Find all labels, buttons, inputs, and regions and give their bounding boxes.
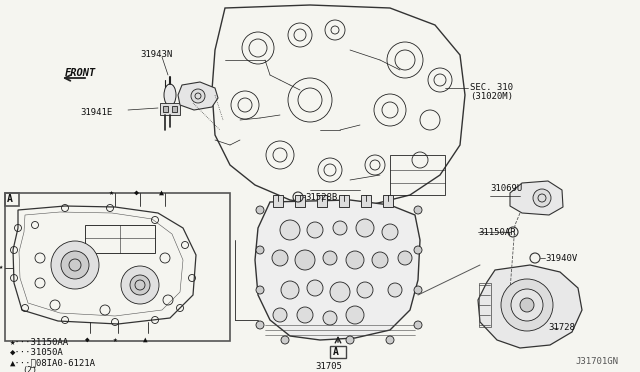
- Circle shape: [281, 336, 289, 344]
- Text: SEC. 310: SEC. 310: [470, 83, 513, 92]
- Bar: [163, 106, 168, 112]
- Circle shape: [501, 279, 553, 331]
- Circle shape: [382, 224, 398, 240]
- Ellipse shape: [164, 84, 176, 106]
- Text: 31940V: 31940V: [545, 254, 577, 263]
- Text: ★: ★: [113, 335, 117, 344]
- Bar: [390, 155, 445, 195]
- Circle shape: [323, 311, 337, 325]
- Circle shape: [280, 220, 300, 240]
- Polygon shape: [178, 82, 218, 110]
- Text: A: A: [7, 194, 13, 204]
- Circle shape: [346, 251, 364, 269]
- Circle shape: [372, 252, 388, 268]
- Circle shape: [323, 251, 337, 265]
- Circle shape: [386, 336, 394, 344]
- Text: 31150AR: 31150AR: [478, 228, 516, 237]
- Circle shape: [414, 286, 422, 294]
- Circle shape: [121, 266, 159, 304]
- Bar: [273, 195, 283, 207]
- Circle shape: [520, 298, 534, 312]
- Circle shape: [272, 250, 288, 266]
- Circle shape: [281, 281, 299, 299]
- Text: ◆: ◆: [84, 335, 90, 344]
- Text: 31943N: 31943N: [140, 50, 172, 59]
- Text: FRONT: FRONT: [65, 68, 96, 78]
- Circle shape: [346, 306, 364, 324]
- Text: ★: ★: [0, 264, 3, 270]
- Circle shape: [414, 321, 422, 329]
- Text: ★···31150AA: ★···31150AA: [10, 338, 69, 347]
- Bar: [383, 195, 393, 207]
- Bar: [172, 106, 177, 112]
- Circle shape: [256, 206, 264, 214]
- Text: ▲: ▲: [159, 188, 163, 197]
- Circle shape: [307, 222, 323, 238]
- Bar: [361, 195, 371, 207]
- Circle shape: [61, 251, 89, 279]
- Bar: [339, 195, 349, 207]
- Text: ★: ★: [109, 188, 113, 197]
- Text: (2): (2): [22, 366, 37, 372]
- Circle shape: [388, 283, 402, 297]
- Bar: [5, 193, 19, 206]
- Circle shape: [330, 282, 350, 302]
- Text: ◆···31050A: ◆···31050A: [10, 348, 64, 357]
- Bar: [330, 346, 346, 358]
- Circle shape: [273, 308, 287, 322]
- Circle shape: [307, 280, 323, 296]
- Circle shape: [414, 246, 422, 254]
- Text: 31069U: 31069U: [490, 184, 522, 193]
- Bar: [160, 103, 180, 115]
- Circle shape: [256, 286, 264, 294]
- Text: ▲: ▲: [143, 335, 147, 344]
- Polygon shape: [255, 200, 420, 340]
- Polygon shape: [510, 181, 563, 215]
- Circle shape: [346, 336, 354, 344]
- Text: ◆: ◆: [134, 188, 138, 197]
- Circle shape: [511, 289, 543, 321]
- Bar: [5, 193, 230, 341]
- Bar: [295, 195, 305, 207]
- Circle shape: [357, 282, 373, 298]
- Text: 31705: 31705: [315, 362, 342, 371]
- Text: 31728: 31728: [548, 323, 575, 332]
- Text: 31941E: 31941E: [80, 108, 112, 117]
- Circle shape: [191, 89, 205, 103]
- Bar: [317, 195, 327, 207]
- Circle shape: [295, 250, 315, 270]
- Polygon shape: [478, 265, 582, 348]
- Circle shape: [414, 206, 422, 214]
- Text: A: A: [333, 347, 339, 357]
- Circle shape: [333, 221, 347, 235]
- Text: ▲···Ⓑ08IA0-6121A: ▲···Ⓑ08IA0-6121A: [10, 358, 96, 367]
- Text: J31701GN: J31701GN: [575, 357, 618, 366]
- Circle shape: [130, 275, 150, 295]
- Circle shape: [533, 189, 551, 207]
- Circle shape: [51, 241, 99, 289]
- Circle shape: [297, 307, 313, 323]
- Text: 31528B: 31528B: [305, 193, 337, 202]
- Text: (31020M): (31020M): [470, 92, 513, 101]
- Circle shape: [256, 246, 264, 254]
- Bar: [85, 225, 155, 253]
- Circle shape: [256, 321, 264, 329]
- Circle shape: [398, 251, 412, 265]
- Bar: [479, 283, 491, 327]
- Circle shape: [356, 219, 374, 237]
